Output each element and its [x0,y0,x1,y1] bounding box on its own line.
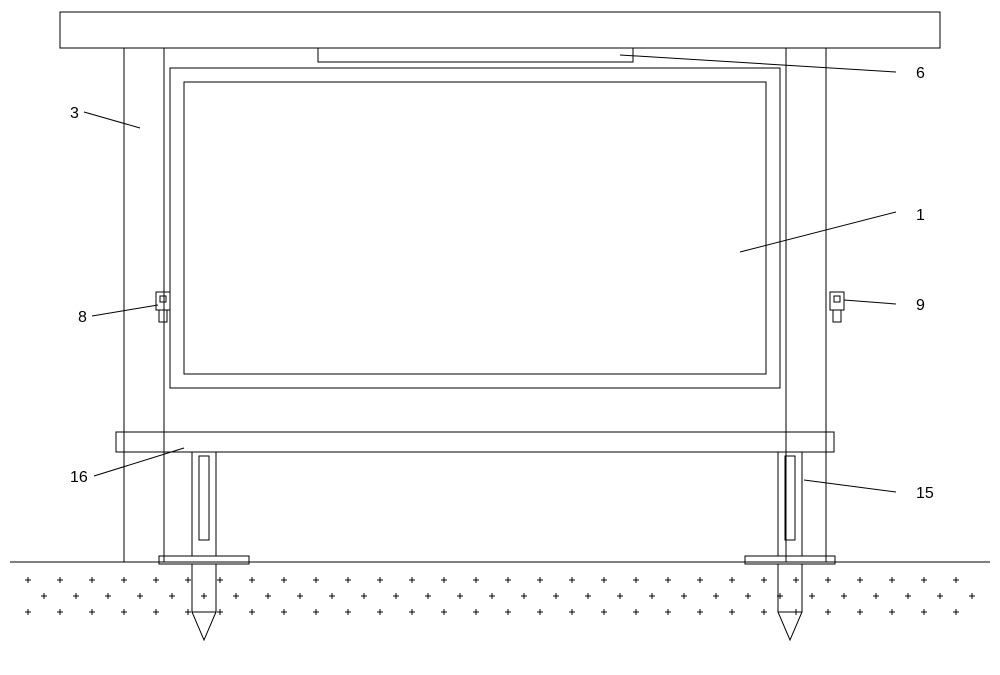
label-9: 9 [916,297,925,314]
label-6: 6 [916,65,925,82]
label-16: 16 [70,469,88,486]
label-3: 3 [70,105,79,122]
label-15: 15 [916,485,934,502]
label-1: 1 [916,207,925,224]
label-8: 8 [78,309,87,326]
